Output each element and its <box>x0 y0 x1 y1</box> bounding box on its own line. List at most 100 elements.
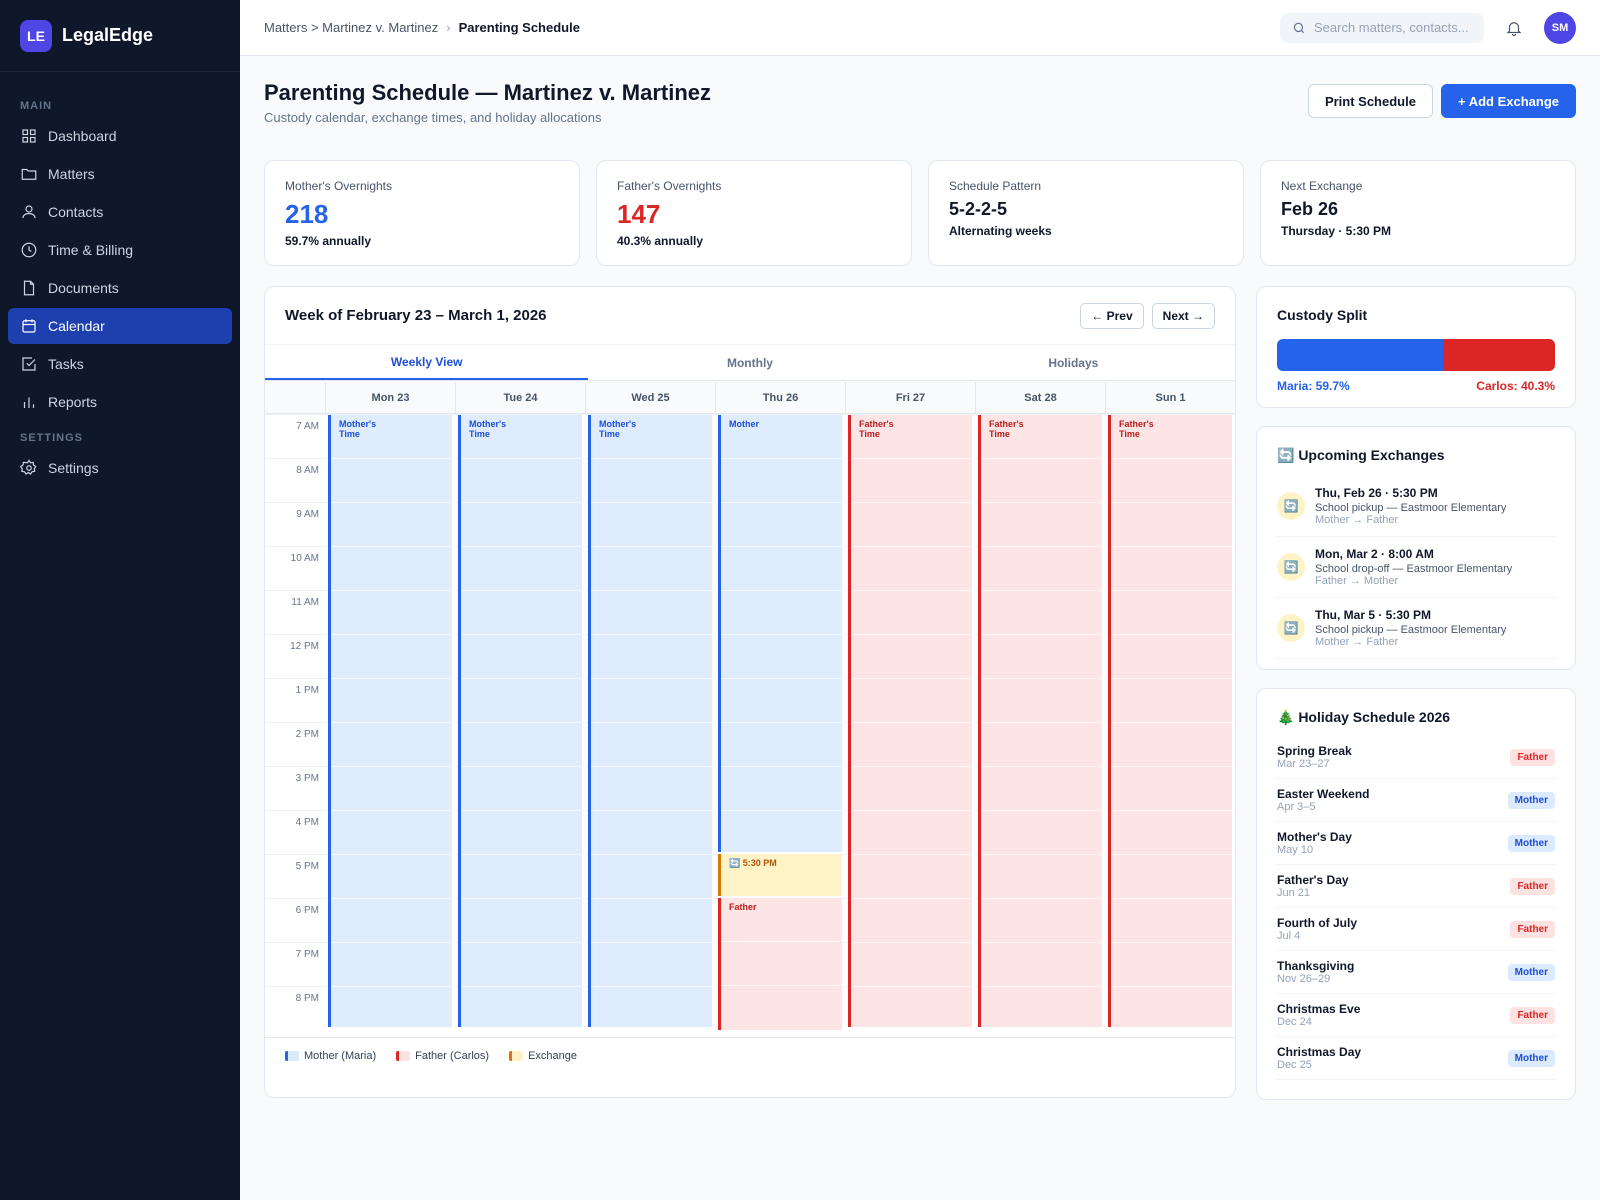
hour-label: 9 AM <box>296 509 319 520</box>
sidebar-item-label: Matters <box>48 166 95 182</box>
holiday-name: Easter Weekend <box>1277 787 1370 801</box>
hour-label: 5 PM <box>295 861 319 872</box>
holiday-item[interactable]: Father's Day Jun 21 Father <box>1277 865 1555 908</box>
holiday-item[interactable]: Mother's Day May 10 Mother <box>1277 822 1555 865</box>
block-label: Father's Time <box>989 419 1024 439</box>
mother-time-block[interactable]: Mother's Time <box>328 415 455 1027</box>
split-father-label: Carlos: 40.3% <box>1476 379 1555 393</box>
sidebar-item-contacts[interactable]: Contacts <box>8 194 232 230</box>
holiday-name: Christmas Day <box>1277 1045 1362 1059</box>
exchange-direction: Father → Mother <box>1315 575 1399 587</box>
tab-monthly[interactable]: Monthly <box>726 355 773 370</box>
search-placeholder: Search matters, contacts... <box>1314 20 1469 35</box>
breadcrumb-parent[interactable]: Matters > Martinez v. Martinez <box>264 20 439 35</box>
prev-week-button[interactable]: ← Prev <box>1080 302 1144 329</box>
hour-label: 6 PM <box>295 905 319 916</box>
hour-label: 7 PM <box>295 949 319 960</box>
custody-split-bar <box>1277 339 1555 371</box>
exchange-item[interactable]: 🔄 Thu, Mar 5 · 5:30 PM School pickup — E… <box>1277 598 1555 659</box>
hour-label: 11 AM <box>291 597 319 608</box>
hour-row: 7 AM <box>265 414 1235 458</box>
block-label: Father's Time <box>859 419 894 439</box>
tab-holidays[interactable]: Holidays <box>1048 355 1099 370</box>
holiday-item[interactable]: Christmas Day Dec 25 Mother <box>1277 1037 1555 1080</box>
exchange-time: Thu, Feb 26 · 5:30 PM <box>1315 486 1438 500</box>
holiday-name: Father's Day <box>1277 873 1349 887</box>
holiday-date: Jun 21 <box>1277 887 1311 899</box>
stat-card: Father's Overnights 147 40.3% annually <box>596 160 912 266</box>
holiday-date: Nov 26–29 <box>1277 973 1331 985</box>
sidebar-item-label: Time & Billing <box>48 242 134 258</box>
sidebar-item-calendar[interactable]: Calendar <box>8 308 232 344</box>
father-time-block[interactable]: Father <box>718 898 845 1030</box>
breadcrumb: Matters > Martinez v. Martinez › Parenti… <box>264 20 580 35</box>
sidebar-item-dashboard[interactable]: Dashboard <box>8 118 232 154</box>
holiday-date: Mar 23–27 <box>1277 758 1330 770</box>
mother-time-block[interactable]: Mother's Time <box>588 415 715 1027</box>
holiday-date: Apr 3–5 <box>1277 801 1316 813</box>
hour-label: 8 AM <box>296 465 319 476</box>
sidebar-item-label: Documents <box>48 280 119 296</box>
holiday-item[interactable]: Spring Break Mar 23–27 Father <box>1277 736 1555 779</box>
next-week-button[interactable]: Next → <box>1151 302 1215 329</box>
holiday-item[interactable]: Christmas Eve Dec 24 Father <box>1277 994 1555 1037</box>
bell-icon[interactable] <box>1500 14 1528 42</box>
day-header: Mon 23 <box>325 382 455 413</box>
split-mother-segment <box>1277 339 1443 371</box>
bar-chart-icon <box>20 393 38 411</box>
legend-exchange: Exchange <box>509 1050 577 1062</box>
brand-name: LegalEdge <box>62 25 154 45</box>
holiday-item[interactable]: Thanksgiving Nov 26–29 Mother <box>1277 951 1555 994</box>
legend-mother: Mother (Maria) <box>285 1050 376 1062</box>
hour-label: 4 PM <box>295 817 319 828</box>
stat-card: Mother's Overnights 218 59.7% annually <box>264 160 580 266</box>
calendar-icon <box>20 317 38 335</box>
stat-label: Father's Overnights <box>617 179 722 193</box>
sidebar-item-time-billing[interactable]: Time & Billing <box>8 232 232 268</box>
stat-card: Schedule Pattern 5-2-2-5 Alternating wee… <box>928 160 1244 266</box>
calendar-title: Week of February 23 – March 1, 2026 <box>285 307 547 324</box>
exchange-desc: School pickup — Eastmoor Elementary <box>1315 624 1507 636</box>
split-father-segment <box>1442 339 1555 371</box>
exchange-direction: Mother → Father <box>1315 514 1399 526</box>
father-time-block[interactable]: Father's Time <box>978 415 1105 1027</box>
day-header: Wed 25 <box>585 382 715 413</box>
stat-value: 218 <box>285 199 329 229</box>
exchange-item[interactable]: 🔄 Mon, Mar 2 · 8:00 AM School drop-off —… <box>1277 537 1555 598</box>
sidebar-item-tasks[interactable]: Tasks <box>8 346 232 382</box>
search-input[interactable]: Search matters, contacts... <box>1280 12 1484 43</box>
print-schedule-button[interactable]: Print Schedule <box>1307 84 1433 118</box>
father-time-block[interactable]: Father's Time <box>1108 415 1235 1027</box>
page-title: Parenting Schedule — Martinez v. Martine… <box>264 80 712 105</box>
mother-time-block[interactable]: Mother <box>718 415 845 852</box>
hour-label: 3 PM <box>295 773 319 784</box>
exchange-item[interactable]: 🔄 Thu, Feb 26 · 5:30 PM School pickup — … <box>1277 476 1555 537</box>
hour-label: 12 PM <box>290 641 319 652</box>
holiday-item[interactable]: Easter Weekend Apr 3–5 Mother <box>1277 779 1555 822</box>
holiday-name: Mother's Day <box>1277 830 1352 844</box>
tab-weekly-view[interactable]: Weekly View <box>265 345 589 380</box>
stat-sub: Thursday · 5:30 PM <box>1281 224 1392 238</box>
add-exchange-button[interactable]: + Add Exchange <box>1440 84 1576 118</box>
exchange-desc: School drop-off — Eastmoor Elementary <box>1315 563 1513 575</box>
exchange-block[interactable]: 🔄 5:30 PM <box>718 854 842 896</box>
stat-label: Mother's Overnights <box>285 179 392 193</box>
holiday-date: Jul 4 <box>1277 930 1301 942</box>
sidebar-item-reports[interactable]: Reports <box>8 384 232 420</box>
stat-value: 147 <box>617 199 661 229</box>
sidebar-item-matters[interactable]: Matters <box>8 156 232 192</box>
father-time-block[interactable]: Father's Time <box>848 415 975 1027</box>
holiday-item[interactable]: Fourth of July Jul 4 Father <box>1277 908 1555 951</box>
sidebar-item-settings[interactable]: Settings <box>8 450 232 486</box>
grid-icon <box>20 127 38 145</box>
hour-label: 8 PM <box>295 993 319 1004</box>
sidebar-item-label: Settings <box>48 460 99 476</box>
sidebar-item-documents[interactable]: Documents <box>8 270 232 306</box>
sidebar-item-label: Tasks <box>48 356 84 372</box>
holiday-name: Thanksgiving <box>1277 959 1355 973</box>
mother-time-block[interactable]: Mother's Time <box>458 415 585 1027</box>
holiday-name: Christmas Eve <box>1277 1002 1361 1016</box>
day-header: Sun 1 <box>1105 382 1235 413</box>
sidebar-item-label: Calendar <box>48 318 105 334</box>
avatar[interactable]: SM <box>1544 11 1576 44</box>
